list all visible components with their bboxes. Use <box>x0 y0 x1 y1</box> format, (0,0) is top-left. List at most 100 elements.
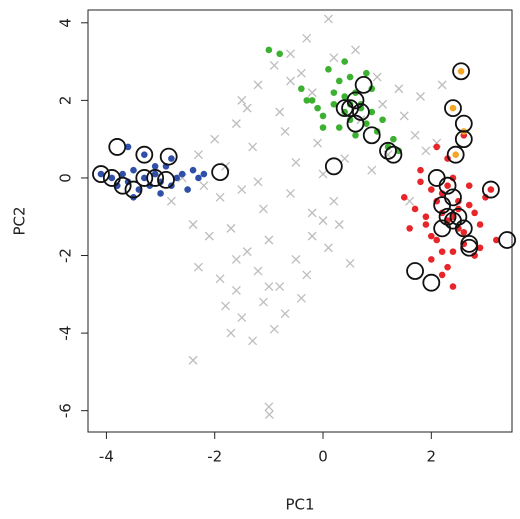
dot-point <box>141 174 148 182</box>
dot-point <box>487 186 495 193</box>
cross-point <box>188 355 198 365</box>
x-axis-label: PC1 <box>285 496 314 514</box>
dot-point <box>363 120 370 127</box>
cross-point <box>253 177 263 187</box>
dot-point <box>314 104 321 112</box>
dot-point <box>335 124 343 131</box>
ring-point <box>135 169 154 187</box>
dot-point <box>330 89 338 96</box>
ring-point <box>346 114 365 133</box>
dot-point <box>400 194 408 201</box>
plot-frame <box>87 9 513 433</box>
cross-point <box>367 165 377 175</box>
ring-point <box>113 176 132 195</box>
ring-point <box>422 273 441 292</box>
cross-point <box>307 88 317 98</box>
dot-point <box>168 155 175 162</box>
dot-point <box>422 221 430 228</box>
cross-point <box>280 309 290 319</box>
cross-point <box>318 216 328 226</box>
cross-point <box>248 336 258 346</box>
ring-point <box>157 170 175 189</box>
ring-point <box>362 126 381 145</box>
dot-point <box>465 201 473 209</box>
ring-point <box>438 176 457 195</box>
dot-point <box>330 100 338 108</box>
dot-point <box>346 73 354 81</box>
cross-point <box>215 274 225 284</box>
ring-point <box>498 231 517 249</box>
cross-point <box>351 45 360 55</box>
dot-point <box>428 232 435 240</box>
dot-point <box>492 236 500 244</box>
dot-point <box>417 166 424 174</box>
dot-point <box>298 85 305 93</box>
dot-point <box>157 190 164 197</box>
cross-point <box>248 142 258 152</box>
cross-point <box>437 80 447 90</box>
dot-point <box>119 170 126 178</box>
cross-point <box>226 328 236 338</box>
dot-point <box>438 248 446 255</box>
ring-point <box>159 147 178 166</box>
cross-point <box>275 107 285 117</box>
ring-point <box>135 145 154 164</box>
cross-point <box>264 235 274 245</box>
cross-point <box>231 119 241 129</box>
dot-point <box>428 256 435 263</box>
dot-point <box>449 283 457 290</box>
dot-point <box>452 151 459 158</box>
cross-point <box>378 99 388 109</box>
y-tick-label: -4 <box>57 326 75 341</box>
cross-point <box>280 126 290 136</box>
ring-point <box>346 91 365 110</box>
dot-point <box>97 170 105 178</box>
ring-point <box>454 130 473 149</box>
x-tick-label: 2 <box>427 448 437 466</box>
cross-point <box>253 80 263 90</box>
ring-point <box>449 207 468 226</box>
cross-point <box>329 196 339 206</box>
dot-point <box>341 58 348 65</box>
dot-point <box>390 135 397 143</box>
y-tick-label: 0 <box>57 173 75 183</box>
dot-point <box>319 124 327 131</box>
dot-point <box>200 170 208 178</box>
y-tick-label: 4 <box>57 18 75 28</box>
cross-point <box>399 111 409 121</box>
dot-point <box>449 248 457 255</box>
cross-point <box>323 14 333 24</box>
dot-point <box>476 221 484 228</box>
cross-point <box>318 169 328 179</box>
cross-point <box>199 181 209 191</box>
cross-point <box>323 243 333 253</box>
dot-point <box>173 174 181 182</box>
cross-point <box>296 293 306 303</box>
ring-point <box>324 157 343 176</box>
dot-point <box>124 143 132 151</box>
cross-point <box>166 196 176 206</box>
cross-point <box>194 262 203 272</box>
cross-point <box>242 247 252 257</box>
cross-point <box>307 208 317 218</box>
cross-point <box>215 192 225 202</box>
dot-point <box>108 174 116 182</box>
dot-point <box>151 163 159 170</box>
ring-point <box>92 165 110 183</box>
dot-point <box>417 178 424 186</box>
dot-point <box>406 225 413 232</box>
dot-point <box>195 174 202 182</box>
ring-point <box>444 99 462 118</box>
ring-point <box>146 169 165 187</box>
cross-point <box>258 204 268 214</box>
dot-point <box>341 93 348 100</box>
cross-point <box>242 103 252 113</box>
ring-point <box>460 238 479 257</box>
dot-point <box>444 182 451 190</box>
cross-point <box>188 220 198 229</box>
cross-point <box>269 61 279 70</box>
ring-point <box>481 180 500 199</box>
ring-point <box>352 103 370 121</box>
